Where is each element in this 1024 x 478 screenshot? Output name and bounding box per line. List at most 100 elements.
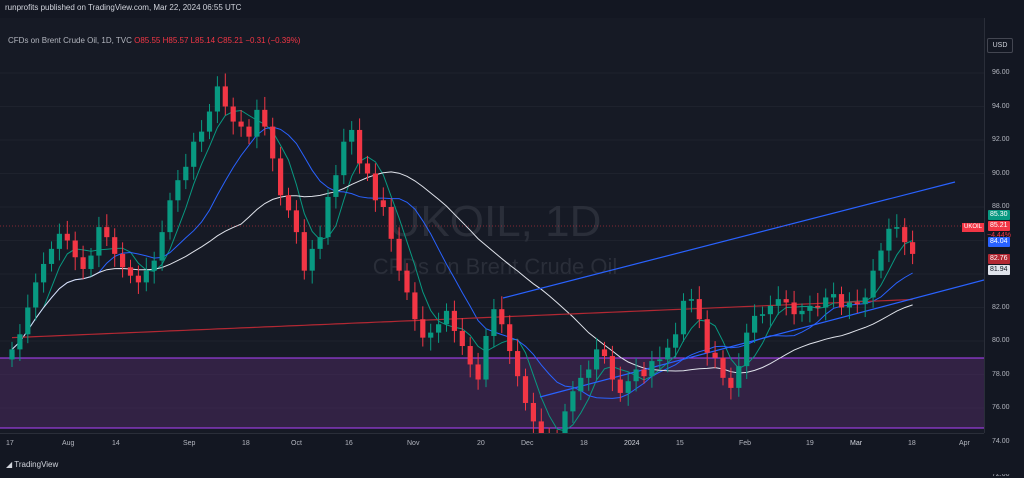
time-tick-label: 17 [6,440,14,447]
candle-body [562,411,568,433]
candle-body [665,347,671,360]
candle-body [586,369,592,378]
symbol-ohlc: O85.55 H85.57 L85.14 C85.21 −0.31 (−0.39… [134,36,301,45]
time-tick-label: 20 [477,440,485,447]
candle-body [720,357,726,378]
candle-body [278,158,284,196]
candle-body [696,299,702,320]
candle-body [459,330,465,347]
publish-bar: runprofits published on TradingView.com,… [0,0,1024,18]
time-tick-label: 18 [242,440,250,447]
candle-body [80,257,86,269]
candle-body [135,275,141,283]
price-tick-label: 96.00 [992,69,1010,76]
candle-body [183,166,189,181]
candle-body [515,351,521,377]
candle-body [88,255,94,269]
price-tick-label: 88.00 [992,203,1010,210]
candle-body [64,233,70,241]
candle-body [807,305,813,311]
currency-button[interactable]: USD [987,38,1013,53]
candle-body [499,309,505,325]
candle-body [728,377,734,388]
time-tick-label: 2024 [624,440,640,447]
candle-body [96,227,102,256]
candle-body [491,309,497,336]
price-tick-label: 94.00 [992,102,1010,110]
candle-body [886,228,892,251]
candle-body [870,270,876,298]
candle-body [578,377,584,392]
candle-body [625,381,631,393]
time-tick-label: 15 [676,440,684,447]
candle-body [878,250,884,271]
footer: ◢ TradingView [0,455,1024,474]
candle-body [48,248,55,264]
time-tick-label: 16 [345,440,353,447]
candle-body [151,260,157,271]
candle-body [815,305,821,308]
tradingview-logo[interactable]: ◢ TradingView [6,460,58,469]
candle-body [214,86,220,112]
candle-body [902,227,908,243]
candle-body [9,349,15,360]
candle-body [309,248,315,271]
symbol-legend[interactable]: CFDs on Brent Crude Oil, 1D, TVC O85.55 … [8,36,300,45]
candle-body [467,346,473,365]
candle-body [752,315,758,333]
candle-body [862,297,868,305]
time-tick-label: 18 [580,440,588,447]
symbol-price-label: UKOIL [962,223,985,232]
time-tick-label: Oct [291,440,302,447]
last-price-tag: 85.21 [988,221,1010,231]
change-percent: −4.44% [987,232,1011,239]
time-tick-label: 19 [806,440,814,447]
time-tick-label: Feb [739,440,752,447]
candle-body [601,349,608,357]
ma-blue-tag: 84.04 [988,237,1010,247]
candle-body [680,300,687,335]
candle-body [443,310,450,325]
channel-upper-line [502,181,956,299]
candle-body [538,421,544,433]
time-tick-label: Apr [959,440,970,447]
candle-body [317,237,323,249]
candle-body [293,210,299,233]
candle-body [167,200,173,233]
watermark-ticker: UKOIL, 1D [389,197,602,246]
time-tick-label: Sep [183,440,196,447]
candle-body [483,335,489,380]
candle-body [530,402,536,422]
candle-body [744,332,750,367]
candle-body [33,282,39,308]
time-axis[interactable] [0,433,984,456]
candle-body [736,366,742,388]
price-chart[interactable]: UKOIL, 1D CFDs on Brent Crude Oil [0,18,984,433]
candle-body [783,299,789,303]
publish-info: runprofits published on TradingView.com,… [5,3,242,12]
candle-body [436,324,442,333]
candle-body [649,361,655,377]
price-tick-label: 76.00 [992,404,1010,411]
demand-zone [0,358,984,428]
candle-body [846,302,852,308]
candle-body [56,233,62,249]
candle-body [380,200,386,207]
candle-body [72,240,78,258]
candle-body [120,253,126,268]
candle-body [372,173,378,201]
candle-body [104,227,110,238]
candle-body [238,121,244,127]
candle-body [388,207,394,239]
candle-body [767,305,773,315]
ma-red-tag: 82.76 [988,254,1010,264]
candle-body [333,175,339,197]
candle-body [609,356,615,380]
candle-body [301,232,307,271]
price-tick-label: 90.00 [992,169,1010,177]
candle-body [285,195,292,211]
candle-body [159,232,165,261]
tradingview-logo-icon: ◢ [6,460,15,469]
candle-body [854,302,860,305]
candle-body [222,86,228,107]
